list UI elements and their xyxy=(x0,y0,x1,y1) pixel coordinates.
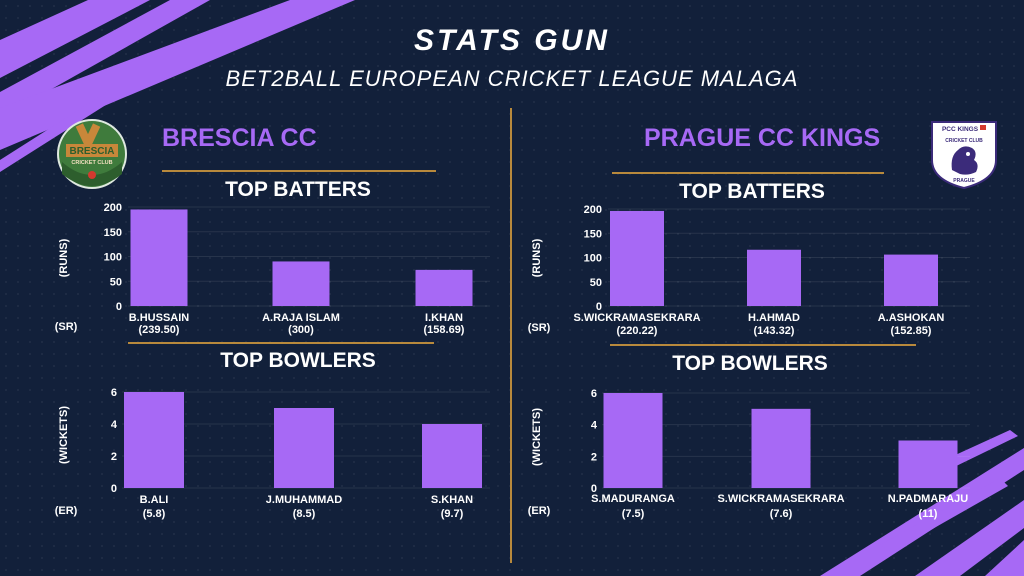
right_bowlers-tick-label: 4 xyxy=(591,420,598,432)
brescia-cricket-club-logo-icon: BRESCIA CRICKET CLUB xyxy=(57,119,127,189)
page-subtitle: BET2BALL EUROPEAN CRICKET LEAGUE MALAGA xyxy=(225,66,799,91)
stripe-top-left-1 xyxy=(0,0,150,78)
left_bowlers-category-label: J.MUHAMMAD xyxy=(266,494,342,506)
left_bowlers-bar xyxy=(124,392,184,488)
left_batters-rate-label: (300) xyxy=(288,324,314,336)
logo-text-cricket-club: CRICKET CLUB xyxy=(71,160,112,166)
right_batters-rate-label: (143.32) xyxy=(754,325,795,337)
logo-text-pcc-kings: PCC KINGS xyxy=(942,126,979,133)
stripe-top-left-4 xyxy=(0,90,120,172)
team-name-right: PRAGUE CC KINGS xyxy=(644,124,881,152)
left_batters-tick-label: 0 xyxy=(116,301,122,313)
left_bowlers-tick-label: 0 xyxy=(111,483,117,495)
stripe-bottom-right-5 xyxy=(880,478,1008,552)
right_batters-tick-label: 200 xyxy=(584,204,602,216)
left_bowlers-bar xyxy=(422,424,482,488)
right_batters-category-label: A.ASHOKAN xyxy=(878,312,945,324)
right_bowlers-rate-label: (7.5) xyxy=(622,508,645,520)
left_batters-category-label: A.RAJA ISLAM xyxy=(262,312,340,324)
right_batters-rate-label: (152.85) xyxy=(891,325,932,337)
pcc-kings-lion-logo-icon: PCC KINGS CRICKET CLUB PRAGUE xyxy=(931,121,997,190)
left_batters-bar xyxy=(272,261,330,306)
rule-left-bowlers xyxy=(128,342,434,344)
left_bowlers-rate-label: (8.5) xyxy=(293,508,316,520)
right_bowlers-rate-prefix: (ER) xyxy=(528,505,551,517)
stripe-bottom-right-4 xyxy=(940,430,1018,470)
right_bowlers-tick-label: 2 xyxy=(591,451,597,463)
rule-left-batters xyxy=(162,170,436,172)
right_bowlers-bar xyxy=(898,440,958,488)
left_bowlers-rate-label: (5.8) xyxy=(143,508,166,520)
left_bowlers-category-label: S.KHAN xyxy=(431,494,473,506)
right_bowlers-tick-label: 0 xyxy=(591,483,597,495)
stripe-bottom-right-1 xyxy=(820,448,1024,576)
right_batters-rate-prefix: (SR) xyxy=(528,322,551,334)
right_bowlers-bar xyxy=(603,393,663,488)
rule-right-batters xyxy=(612,172,884,174)
left_batters-bar xyxy=(415,269,473,306)
page-title: STATS GUN xyxy=(414,24,610,57)
left_bowlers-bar xyxy=(274,408,334,488)
left_bowlers-category-label: B.ALI xyxy=(140,494,169,506)
section-title-right-bowlers: TOP BOWLERS xyxy=(672,352,828,375)
left_bowlers-y-axis-label: (WICKETS) xyxy=(58,406,70,464)
logo-text-brescia: BRESCIA xyxy=(69,146,114,157)
left_batters-tick-label: 50 xyxy=(110,276,122,288)
left_batters-tick-label: 200 xyxy=(104,202,122,214)
right_bowlers-y-axis-label: (WICKETS) xyxy=(531,408,543,466)
team-name-left: BRESCIA CC xyxy=(162,124,317,152)
right_batters-tick-label: 150 xyxy=(584,228,602,240)
left_batters-y-axis-label: (RUNS) xyxy=(58,238,70,277)
right_batters-category-label: H.AHMAD xyxy=(748,312,800,324)
stripe-bottom-right-3 xyxy=(985,540,1024,576)
right_batters-bar xyxy=(610,210,664,306)
left_batters-rate-label: (239.50) xyxy=(139,324,180,336)
right_batters-bar xyxy=(884,254,938,306)
right_bowlers-bar xyxy=(751,408,811,488)
right_batters-tick-label: 100 xyxy=(584,253,602,265)
right_bowlers-rate-label: (11) xyxy=(919,508,938,520)
left_batters-tick-label: 100 xyxy=(104,252,122,264)
right_batters-rate-label: (220.22) xyxy=(617,325,658,337)
right_batters-category-label: S.WICKRAMASEKRARA xyxy=(573,312,700,324)
right_batters-tick-label: 0 xyxy=(596,301,602,313)
right_bowlers-category-label: S.WICKRAMASEKRARA xyxy=(717,493,844,505)
section-title-right-batters: TOP BATTERS xyxy=(679,180,825,203)
left_batters-bar xyxy=(130,209,188,306)
rule-right-bowlers xyxy=(610,344,916,346)
right_batters-bar xyxy=(747,249,801,306)
right_batters-y-axis-label: (RUNS) xyxy=(531,238,543,277)
section-title-left-batters: TOP BATTERS xyxy=(225,178,371,201)
right_bowlers-rate-label: (7.6) xyxy=(770,508,793,520)
left_batters-rate-prefix: (SR) xyxy=(55,321,78,333)
logo-text-cricket-club-right: CRICKET CLUB xyxy=(945,138,983,144)
left_batters-category-label: I.KHAN xyxy=(425,312,463,324)
center-divider xyxy=(510,108,512,563)
section-title-left-bowlers: TOP BOWLERS xyxy=(220,349,376,372)
left_bowlers-tick-label: 6 xyxy=(111,387,117,399)
left_bowlers-rate-prefix: (ER) xyxy=(55,505,78,517)
left_bowlers-tick-label: 2 xyxy=(111,451,117,463)
left_bowlers-rate-label: (9.7) xyxy=(441,508,464,520)
logo-text-prague: PRAGUE xyxy=(953,178,975,184)
right_bowlers-category-label: N.PADMARAJU xyxy=(888,493,969,505)
stripe-bottom-right-2 xyxy=(915,500,1024,576)
right_bowlers-category-label: S.MADURANGA xyxy=(591,493,675,505)
left_batters-rate-label: (158.69) xyxy=(424,324,465,336)
left_batters-category-label: B.HUSSAIN xyxy=(129,312,190,324)
left_bowlers-tick-label: 4 xyxy=(111,419,118,431)
right_batters-tick-label: 50 xyxy=(590,277,602,289)
left_batters-tick-label: 150 xyxy=(104,227,122,239)
right_bowlers-tick-label: 6 xyxy=(591,388,597,400)
